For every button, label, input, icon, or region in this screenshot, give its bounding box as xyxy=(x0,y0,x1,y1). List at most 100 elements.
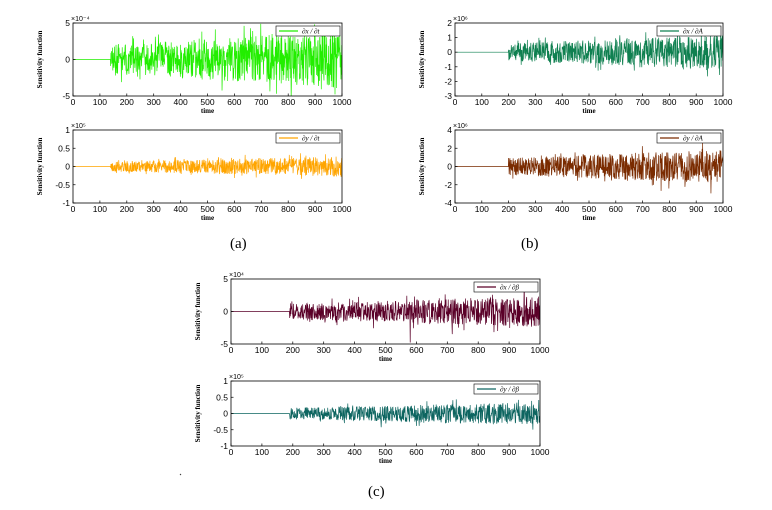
x-tick-label: 600 xyxy=(409,345,423,355)
x-tick-label: 400 xyxy=(555,204,569,214)
x-tick-label: 900 xyxy=(689,204,703,214)
x-tick-label: 600 xyxy=(609,97,623,107)
y-tick-label: 1 xyxy=(65,125,70,135)
x-tick-label: 900 xyxy=(689,97,703,107)
x-tick-label: 200 xyxy=(120,97,134,107)
y-tick-label: 0.5 xyxy=(58,143,70,153)
x-tick-label: 700 xyxy=(440,447,454,457)
legend-box xyxy=(656,25,722,37)
x-tick-label: 900 xyxy=(308,204,322,214)
y-exponent-label: ×10⁵ xyxy=(71,123,86,130)
series-line-a2 xyxy=(73,153,342,179)
y-tick-label: 0 xyxy=(223,307,228,317)
x-tick-label: 700 xyxy=(636,204,650,214)
y-tick-label: -1 xyxy=(444,62,452,72)
x-tick-label: 300 xyxy=(317,447,331,457)
series-line-a1 xyxy=(73,23,342,96)
caption-c: (c) xyxy=(368,484,385,500)
caption-b: (b) xyxy=(521,236,539,252)
x-tick-label: 200 xyxy=(502,97,516,107)
y-tick-label: -2 xyxy=(444,180,452,190)
x-tick-label: 500 xyxy=(582,97,596,107)
y-axis-title: Sensitivity function xyxy=(36,138,44,196)
x-tick-label: 0 xyxy=(71,97,76,107)
y-tick-label: -0.5 xyxy=(213,425,228,435)
x-tick-label: 200 xyxy=(120,204,134,214)
x-tick-label: 900 xyxy=(502,447,516,457)
x-axis-title: time xyxy=(582,214,595,222)
x-tick-label: 500 xyxy=(582,204,596,214)
x-tick-label: 700 xyxy=(636,97,650,107)
plot-b1: 0 100 200 300 400 500 600 700 800 900 1000 -3 -2 -1 0 1… xyxy=(418,16,733,115)
x-tick-label: 400 xyxy=(348,345,362,355)
y-tick-label: -0.5 xyxy=(55,180,70,190)
x-tick-label: 300 xyxy=(317,345,331,355)
stray-mark xyxy=(179,473,182,476)
y-tick-label: 1 xyxy=(447,33,452,43)
x-tick-label: 100 xyxy=(475,97,489,107)
x-tick-label: 600 xyxy=(409,447,423,457)
x-tick-label: 1000 xyxy=(531,345,550,355)
x-tick-label: 1000 xyxy=(714,97,733,107)
legend-box xyxy=(275,25,341,37)
y-axis-title: Sensitivity function xyxy=(194,385,202,443)
y-axis-title: Sensitivity function xyxy=(36,31,44,89)
x-tick-label: 1000 xyxy=(531,447,550,457)
x-tick-label: 600 xyxy=(227,97,241,107)
x-tick-label: 0 xyxy=(71,204,76,214)
x-tick-label: 300 xyxy=(147,204,161,214)
plot-a2: 0 100 200 300 400 500 600 700 800 900 1000 -1 -0.5 0 0… xyxy=(36,123,352,222)
series-line-c1 xyxy=(231,282,540,343)
x-tick-label: 400 xyxy=(348,447,362,457)
x-tick-label: 800 xyxy=(281,97,295,107)
y-exponent-label: ×10⁻⁴ xyxy=(71,16,90,23)
y-tick-label: -1 xyxy=(62,198,70,208)
x-tick-label: 300 xyxy=(528,204,542,214)
x-tick-label: 200 xyxy=(286,345,300,355)
legend-box xyxy=(473,281,539,293)
x-axis-title: time xyxy=(201,214,214,222)
x-tick-label: 1000 xyxy=(333,97,352,107)
x-axis-title: time xyxy=(379,355,392,363)
y-tick-label: 0 xyxy=(447,47,452,57)
y-tick-label: 4 xyxy=(447,125,452,135)
x-tick-label: 500 xyxy=(200,97,214,107)
y-tick-label: 0 xyxy=(65,55,70,65)
y-tick-label: 5 xyxy=(65,18,70,28)
x-tick-label: 900 xyxy=(502,345,516,355)
x-tick-label: 100 xyxy=(255,447,269,457)
x-tick-label: 400 xyxy=(174,97,188,107)
x-tick-label: 100 xyxy=(93,97,107,107)
y-tick-label: -1 xyxy=(220,441,228,451)
x-tick-label: 600 xyxy=(609,204,623,214)
legend-label: ∂y / ∂β xyxy=(500,386,519,394)
x-tick-label: 0 xyxy=(453,204,458,214)
y-tick-label: 0 xyxy=(65,162,70,172)
x-tick-label: 600 xyxy=(227,204,241,214)
x-tick-label: 500 xyxy=(378,345,392,355)
series-line-c2 xyxy=(231,399,540,430)
y-tick-label: 2 xyxy=(447,18,452,28)
legend-label: ∂y / ∂t xyxy=(302,135,320,143)
x-tick-label: 0 xyxy=(453,97,458,107)
legend-box xyxy=(656,132,722,144)
x-tick-label: 0 xyxy=(229,345,234,355)
x-tick-label: 500 xyxy=(378,447,392,457)
y-tick-label: 0.5 xyxy=(216,392,228,402)
y-tick-label: -2 xyxy=(444,76,452,86)
y-tick-label: -4 xyxy=(444,198,452,208)
x-tick-label: 1000 xyxy=(714,204,733,214)
y-exponent-label: ×10⁶ xyxy=(453,123,468,130)
x-tick-label: 200 xyxy=(502,204,516,214)
y-exponent-label: ×10⁴ xyxy=(229,272,244,279)
legend-box xyxy=(275,132,341,144)
x-tick-label: 800 xyxy=(662,204,676,214)
x-tick-label: 1000 xyxy=(333,204,352,214)
x-tick-label: 400 xyxy=(174,204,188,214)
x-tick-label: 400 xyxy=(555,97,569,107)
plot-c2: 0 100 200 300 400 500 600 700 800 900 1000 -1 -0.5 0 0… xyxy=(194,374,550,465)
x-tick-label: 700 xyxy=(440,345,454,355)
y-tick-label: 1 xyxy=(223,376,228,386)
y-tick-label: 0 xyxy=(447,162,452,172)
legend-box xyxy=(473,383,539,395)
